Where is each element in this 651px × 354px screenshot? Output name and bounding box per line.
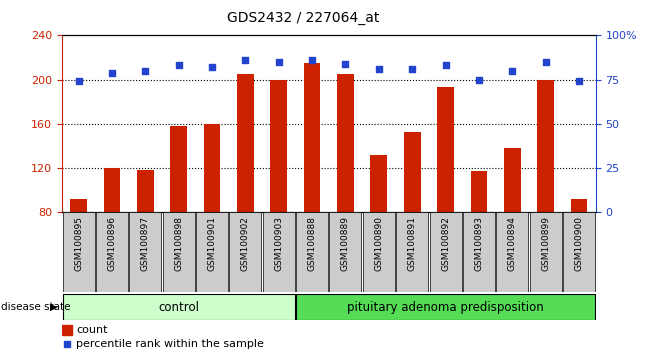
- Bar: [62, 325, 72, 335]
- Point: [107, 70, 117, 75]
- Point: [374, 66, 384, 72]
- Point: [74, 79, 84, 84]
- Bar: [370, 155, 387, 212]
- Bar: [504, 148, 521, 212]
- Bar: [137, 170, 154, 212]
- Bar: [263, 212, 295, 292]
- Bar: [62, 294, 295, 320]
- Bar: [404, 132, 421, 212]
- Bar: [270, 80, 287, 212]
- Text: GSM100895: GSM100895: [74, 216, 83, 272]
- Bar: [171, 126, 187, 212]
- Point: [140, 68, 150, 74]
- Bar: [96, 212, 128, 292]
- Point: [273, 59, 284, 65]
- Point: [407, 66, 417, 72]
- Bar: [296, 212, 328, 292]
- Text: GSM100890: GSM100890: [374, 216, 383, 272]
- Point: [540, 59, 551, 65]
- Bar: [237, 74, 254, 212]
- Text: pituitary adenoma predisposition: pituitary adenoma predisposition: [347, 301, 544, 314]
- Text: GSM100903: GSM100903: [274, 216, 283, 272]
- Text: GSM100898: GSM100898: [174, 216, 183, 272]
- Point: [440, 63, 450, 68]
- Bar: [437, 87, 454, 212]
- Point: [61, 341, 72, 347]
- Bar: [496, 212, 528, 292]
- Point: [574, 79, 584, 84]
- Bar: [396, 212, 428, 292]
- Text: GSM100897: GSM100897: [141, 216, 150, 272]
- Text: GSM100888: GSM100888: [307, 216, 316, 272]
- Text: GSM100892: GSM100892: [441, 216, 450, 271]
- Bar: [329, 212, 361, 292]
- Point: [307, 57, 317, 63]
- Text: GSM100902: GSM100902: [241, 216, 250, 271]
- Text: GSM100893: GSM100893: [475, 216, 484, 272]
- Bar: [130, 212, 161, 292]
- Bar: [337, 74, 353, 212]
- Text: control: control: [158, 301, 199, 314]
- Text: percentile rank within the sample: percentile rank within the sample: [77, 339, 264, 349]
- Text: GSM100901: GSM100901: [208, 216, 217, 272]
- Text: GSM100899: GSM100899: [541, 216, 550, 272]
- Text: count: count: [77, 325, 108, 335]
- Point: [340, 61, 351, 67]
- Text: GDS2432 / 227064_at: GDS2432 / 227064_at: [227, 11, 379, 25]
- Text: GSM100889: GSM100889: [341, 216, 350, 272]
- Text: GSM100900: GSM100900: [574, 216, 583, 272]
- Bar: [229, 212, 261, 292]
- Bar: [571, 199, 587, 212]
- Bar: [104, 168, 120, 212]
- Bar: [563, 212, 595, 292]
- Bar: [471, 171, 487, 212]
- Bar: [530, 212, 562, 292]
- Text: disease state: disease state: [1, 302, 70, 312]
- Bar: [62, 212, 94, 292]
- Point: [207, 64, 217, 70]
- Bar: [463, 212, 495, 292]
- Bar: [163, 212, 195, 292]
- Point: [474, 77, 484, 82]
- Bar: [196, 212, 228, 292]
- Bar: [296, 294, 595, 320]
- Bar: [537, 80, 554, 212]
- Text: GSM100894: GSM100894: [508, 216, 517, 271]
- Bar: [304, 63, 320, 212]
- Text: GSM100891: GSM100891: [408, 216, 417, 272]
- Point: [173, 63, 184, 68]
- Bar: [204, 124, 220, 212]
- Bar: [363, 212, 395, 292]
- Text: GSM100896: GSM100896: [107, 216, 117, 272]
- Bar: [430, 212, 462, 292]
- Point: [240, 57, 251, 63]
- Text: ▶: ▶: [49, 302, 57, 312]
- Bar: [70, 199, 87, 212]
- Point: [507, 68, 518, 74]
